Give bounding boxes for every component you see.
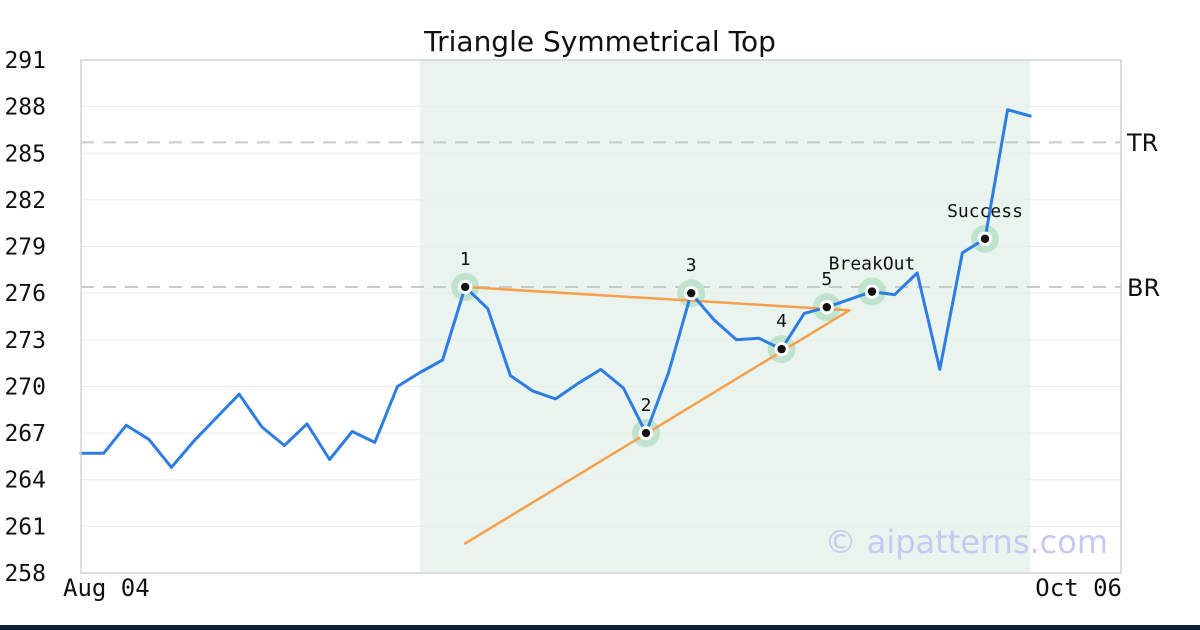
y-tick-label: 267 <box>4 421 46 447</box>
marker-dot <box>822 302 831 312</box>
marker-dot <box>867 287 877 296</box>
y-tick-label: 276 <box>4 281 46 307</box>
marker-dot <box>461 282 470 292</box>
annotation-success: Success <box>947 201 1023 222</box>
resistance-trendline <box>463 285 851 312</box>
plot-border <box>80 59 1122 574</box>
annotation-4: 4 <box>776 311 787 332</box>
y-tick-label: 264 <box>4 468 46 494</box>
x-axis-start-label: Aug 04 <box>63 574 150 602</box>
y-tick-label: 270 <box>4 374 46 400</box>
y-tick-layer: 291 288 285 282 279 276 273 270 267 264 261 258 <box>4 48 46 587</box>
pattern-zone <box>420 60 1031 573</box>
marker-dot <box>687 288 696 298</box>
brand-accent-bar <box>0 625 1200 630</box>
annotation-5: 5 <box>821 269 832 290</box>
annotation-2: 2 <box>641 395 652 416</box>
y-tick-label: 291 <box>4 48 46 74</box>
annotation-1: 1 <box>460 249 471 270</box>
marker-dot <box>777 344 786 354</box>
y-tick-label: 282 <box>4 188 46 214</box>
pattern-zone-layer <box>420 60 1031 573</box>
y-tick-label: 261 <box>4 514 46 540</box>
chart-title: Triangle Symmetrical Top <box>424 25 776 58</box>
marker-dot-layer <box>458 231 993 441</box>
target-level-label: TR <box>1126 129 1158 157</box>
y-tick-label: 273 <box>4 328 46 354</box>
annotation-breakout: BreakOut <box>829 254 916 275</box>
x-axis-end-label: Oct 06 <box>1035 574 1122 602</box>
marker-dot <box>641 428 651 438</box>
y-tick-label: 285 <box>4 141 46 167</box>
watermark: © aipatterns.com <box>825 523 1108 561</box>
level-lines-layer <box>81 141 1121 288</box>
y-tick-label: 258 <box>4 561 46 587</box>
y-tick-label: 279 <box>4 235 46 261</box>
y-tick-label: 288 <box>4 95 46 121</box>
grid-layer <box>81 106 1121 527</box>
annotation-3: 3 <box>686 255 697 276</box>
breakout-level-label: BR <box>1127 274 1160 302</box>
marker-dot <box>980 234 990 243</box>
